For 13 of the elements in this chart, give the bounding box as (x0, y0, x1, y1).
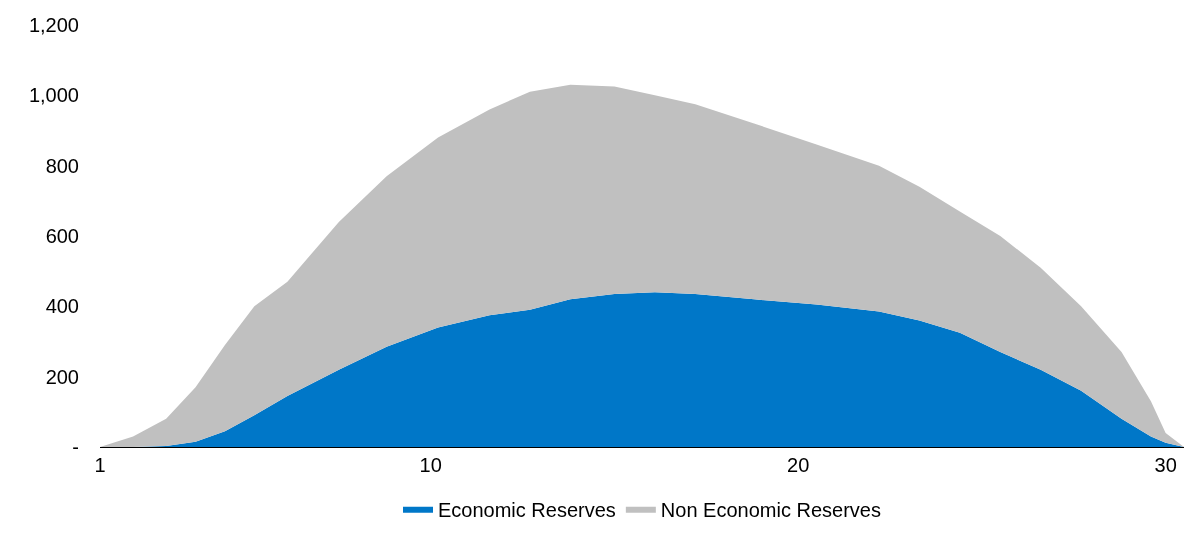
y-tick-label: 600 (45, 225, 79, 247)
x-tick-label: 10 (419, 454, 442, 476)
y-tick-label: 800 (45, 154, 79, 177)
x-tick-label: 30 (1154, 454, 1177, 476)
x-tick-label: 20 (787, 454, 810, 476)
y-tick-label: 400 (45, 295, 79, 318)
x-tick-label: 1 (94, 454, 106, 476)
y-tick-label: 200 (45, 365, 79, 388)
legend-label: Economic Reserves (438, 498, 616, 521)
legend-label: Non Economic Reserves (660, 498, 881, 521)
y-tick-label: 1,000 (28, 84, 79, 107)
y-tick-label: 1,200 (28, 14, 79, 36)
y-tick-label: - (72, 436, 79, 458)
